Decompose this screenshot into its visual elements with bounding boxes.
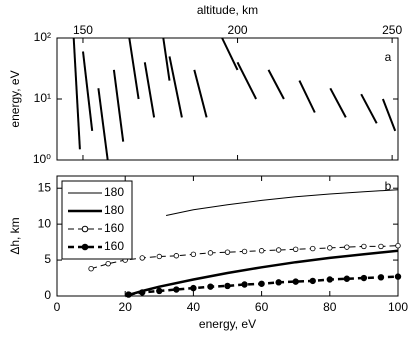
series-marker — [310, 245, 316, 252]
series-marker — [139, 255, 145, 261]
x-tick-label: 100 — [388, 300, 408, 314]
plot-frame — [56, 37, 399, 161]
series-line — [162, 37, 171, 81]
series-marker — [361, 243, 367, 250]
x-tick-label: 0 — [54, 300, 61, 314]
series-line — [128, 37, 140, 100]
series-marker — [275, 247, 282, 253]
series-marker — [88, 265, 94, 272]
x-axis-label: energy, eV — [199, 317, 256, 331]
series-marker — [344, 244, 350, 250]
y-tick-label: 0 — [44, 288, 51, 302]
series-line — [329, 87, 347, 118]
series-marker — [275, 279, 282, 286]
plot-frame — [56, 175, 399, 297]
x-tick-label: 60 — [255, 300, 269, 314]
panel-label: b — [385, 179, 392, 193]
series-marker — [173, 253, 180, 259]
series-marker — [258, 248, 265, 254]
series-marker — [292, 278, 299, 285]
x-tick-label: 40 — [187, 300, 201, 314]
series-marker — [258, 280, 265, 287]
series-marker — [207, 250, 214, 256]
series-marker — [394, 273, 402, 280]
series-marker — [378, 243, 384, 250]
y-axis-label: energy, eV — [8, 70, 22, 127]
series-marker — [241, 281, 248, 288]
series-marker — [224, 282, 231, 290]
x-tick-label: 150 — [73, 23, 93, 37]
series-marker — [173, 286, 180, 293]
series-marker — [309, 277, 316, 285]
series-line — [298, 80, 316, 113]
series-line — [82, 51, 94, 132]
series-marker — [241, 248, 248, 255]
series-line — [143, 62, 156, 118]
legend-label: 180 — [104, 185, 124, 199]
series-marker — [190, 251, 197, 258]
series-marker — [343, 275, 351, 282]
series-marker — [327, 245, 333, 251]
series-line — [360, 93, 378, 124]
x-tick-label: 80 — [323, 300, 337, 314]
series-marker — [326, 276, 333, 283]
x-tick-label: 250 — [382, 23, 402, 37]
series-marker — [156, 287, 163, 295]
legend-label: 160 — [104, 239, 124, 253]
series-marker — [156, 253, 162, 260]
series-line — [221, 37, 239, 71]
y-tick-label: 10¹ — [34, 91, 51, 105]
series-line — [236, 61, 257, 100]
series-line — [72, 37, 81, 150]
series-marker — [395, 243, 401, 249]
series-marker — [125, 291, 132, 298]
y-axis-label: Δh, km — [8, 217, 22, 254]
y-tick-label: 5 — [44, 252, 51, 266]
series-line — [112, 69, 125, 142]
x-tick-label: 20 — [119, 300, 133, 314]
y-tick-label: 10 — [38, 216, 52, 230]
series-line — [97, 88, 109, 161]
series-marker — [377, 274, 385, 281]
panel-label: a — [385, 50, 392, 64]
series-marker — [105, 260, 111, 267]
legend-label: 160 — [104, 221, 124, 235]
series-marker — [207, 283, 214, 290]
y-tick-label: 15 — [38, 180, 52, 194]
legend-label: 180 — [104, 203, 124, 217]
series-line — [168, 56, 183, 118]
x-tick-label: 200 — [228, 23, 248, 37]
legend-marker — [81, 243, 89, 251]
series-line — [124, 249, 399, 298]
y-tick-label: 10⁰ — [33, 152, 51, 166]
series-marker — [224, 249, 231, 255]
legend-marker — [81, 225, 89, 233]
series-line — [381, 98, 397, 132]
series-marker — [360, 274, 368, 282]
y-tick-label: 10² — [34, 30, 51, 44]
x-axis-label: altitude, km — [197, 3, 258, 17]
series-marker — [293, 246, 299, 252]
series-line — [165, 189, 399, 216]
series-marker — [139, 289, 146, 296]
series-marker — [190, 284, 197, 292]
series-line — [193, 69, 208, 118]
series-line — [267, 69, 285, 100]
